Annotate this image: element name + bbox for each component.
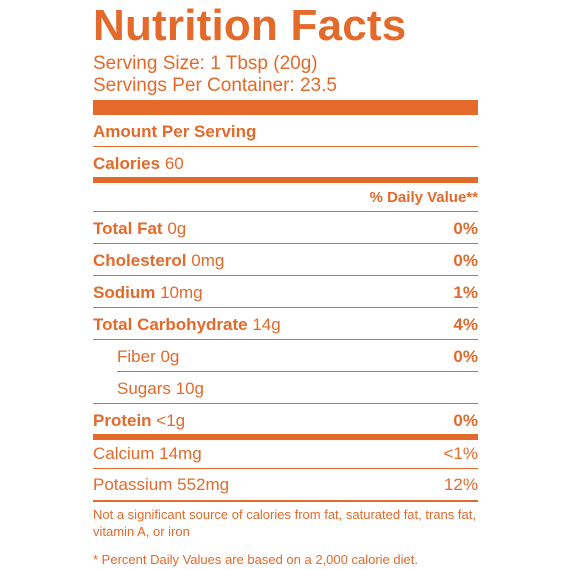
nutrient-dv: <1% [443,444,479,463]
divider [93,243,478,244]
nutrient-dv: 12% [443,475,478,494]
nutrient-dv: 0% [453,251,478,270]
amount-per-serving: Amount Per Serving [93,122,257,141]
nutrient-name: Fiber [117,347,156,366]
serving-size: Serving Size: 1 Tbsp (20g) [93,53,318,74]
nutrient-amount: 10g [175,379,204,398]
footnote-significant-source: Not a significant source of calories fro… [93,507,476,539]
divider [93,468,478,469]
divider [93,339,478,340]
divider [93,211,478,212]
nutrient-amount: <1g [156,411,186,430]
nutrient-amount: 0mg [191,251,225,270]
medium-divider [93,177,478,183]
nutrient-amount: 10mg [160,283,203,302]
label-title: Nutrition Facts [93,1,407,50]
nutrient-row-total-fat: Total Fat 0g 0% [93,217,478,241]
daily-value-header: % Daily Value** [369,189,478,206]
nutrient-row-potassium: Potassium 552mg 12% [93,473,478,497]
footnote-daily-values: * Percent Daily Values are based on a 2,… [93,552,418,567]
nutrient-amount: 14g [252,315,281,334]
nutrient-row-sugars: Sugars 10g [93,377,478,401]
divider [93,500,478,502]
divider [93,146,478,147]
nutrient-dv: 0% [453,411,478,430]
nutrient-name: Potassium [93,475,173,494]
nutrient-name: Total Carbohydrate [93,315,248,334]
nutrient-dv: 1% [453,283,478,302]
nutrient-name: Sodium [93,283,156,302]
nutrient-amount: 0g [167,219,187,238]
divider [93,307,478,308]
nutrient-dv: 4% [453,315,478,334]
nutrient-row-protein: Protein <1g 0% [93,409,478,433]
nutrient-name: Cholesterol [93,251,187,270]
calories-row: Calories 60 [93,152,478,176]
nutrient-row-fiber: Fiber 0g 0% [93,345,478,369]
nutrient-name: Protein [93,411,152,430]
divider [93,403,478,404]
nutrient-row-sodium: Sodium 10mg 1% [93,281,478,305]
nutrient-dv: 0% [453,219,478,238]
nutrient-amount: 0g [160,347,180,366]
nutrient-row-calcium: Calcium 14mg <1% [93,442,478,466]
nutrient-amount: 14mg [159,444,202,463]
calories-value: 60 [164,154,184,173]
calories-label: Calories [93,154,161,173]
medium-divider [93,434,478,440]
nutrient-name: Calcium [93,444,155,463]
divider [93,275,478,276]
nutrient-row-total-carbohydrate: Total Carbohydrate 14g 4% [93,313,478,337]
nutrient-dv: 0% [453,347,478,366]
nutrient-amount: 552mg [177,475,230,494]
servings-per-container: Servings Per Container: 23.5 [93,75,337,96]
divider [117,371,478,372]
nutrient-name: Sugars [117,379,171,398]
nutrient-name: Total Fat [93,219,163,238]
amount-per-serving-row: Amount Per Serving [93,120,478,144]
thick-divider [93,100,478,115]
nutrient-row-cholesterol: Cholesterol 0mg 0% [93,249,478,273]
